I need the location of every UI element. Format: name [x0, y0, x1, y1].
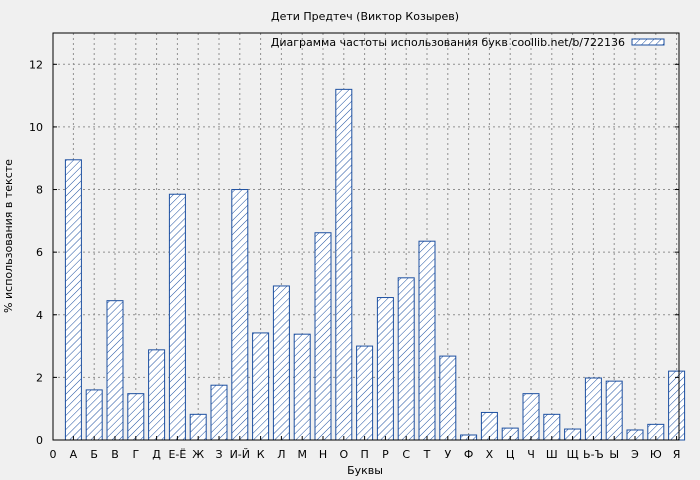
x-tick-label: Ы: [609, 448, 619, 461]
bar-29: [668, 370, 686, 441]
grid-lines: [53, 33, 679, 440]
bar-18: [439, 355, 457, 441]
plot-frame: [52, 32, 680, 441]
bar-13: [335, 88, 353, 441]
bar-2: [106, 300, 124, 441]
bar-20: [480, 411, 498, 441]
x-tick-label: Ж: [192, 448, 204, 461]
x-tick-label: А: [70, 448, 78, 461]
x-tick-label: Х: [486, 448, 494, 461]
bar-12: [314, 232, 332, 441]
bar-26: [605, 380, 623, 441]
x-tick-label: П: [360, 448, 368, 461]
bar-3: [127, 393, 145, 441]
y-tick-label: 2: [36, 371, 43, 384]
x-tick-label: О: [339, 448, 348, 461]
legend: Диаграмма частоты использования букв coo…: [271, 36, 665, 49]
x-tick-label: Ь-Ъ: [583, 448, 604, 461]
bar-10: [272, 285, 290, 441]
bar-14: [356, 345, 374, 441]
x-tick-label: Е-Ё: [168, 448, 186, 461]
x-tick-label: И-Й: [230, 448, 250, 461]
x-tick-label: Ш: [546, 448, 558, 461]
x-tick-label: Л: [277, 448, 285, 461]
x-tick-label: З: [215, 448, 222, 461]
bar-5: [168, 193, 186, 441]
bar-17: [418, 240, 436, 441]
x-tick-label: Я: [673, 448, 681, 461]
x-tick-label: Б: [90, 448, 98, 461]
y-axis-label: % использования в тексте: [2, 159, 15, 313]
bar-25: [584, 377, 602, 441]
x-tick-label: Т: [423, 448, 431, 461]
bar-11: [293, 333, 311, 441]
x-tick-label: Н: [319, 448, 327, 461]
y-tick-label: 12: [29, 58, 43, 71]
y-tick-label: 4: [36, 309, 43, 322]
legend-swatch: [631, 38, 665, 46]
y-tick-label: 0: [36, 434, 43, 447]
y-tick-label: 6: [36, 246, 43, 259]
x-origin-label: 0: [50, 448, 57, 461]
x-tick-label: Э: [631, 448, 639, 461]
x-tick-label: В: [111, 448, 119, 461]
x-tick-label: Ч: [527, 448, 535, 461]
bar-22: [522, 393, 540, 441]
bar-0: [64, 159, 82, 441]
x-tick-label: Р: [382, 448, 389, 461]
bar-8: [231, 189, 249, 441]
y-tick-label: 8: [36, 184, 43, 197]
bar-1: [85, 389, 103, 441]
x-tick-label: Ц: [506, 448, 515, 461]
x-tick-label: Г: [132, 448, 139, 461]
x-tick-label: Ф: [464, 448, 473, 461]
bar-4: [148, 349, 166, 441]
x-tick-label: У: [444, 448, 451, 461]
x-tick-label: С: [402, 448, 410, 461]
x-tick-label: Д: [152, 448, 161, 461]
x-axis-label: Буквы: [347, 464, 383, 477]
bars: [64, 88, 686, 441]
y-tick-label: 10: [29, 121, 43, 134]
x-tick-label: К: [257, 448, 265, 461]
bar-15: [376, 297, 394, 441]
x-tick-label: Ю: [650, 448, 662, 461]
bar-7: [210, 384, 228, 441]
bar-9: [252, 332, 270, 441]
chart-title: Дети Предтеч (Виктор Козырев): [271, 10, 459, 23]
x-tick-label: Щ: [567, 448, 579, 461]
legend-label: Диаграмма частоты использования букв coo…: [271, 36, 625, 49]
x-tick-label: М: [297, 448, 307, 461]
bar-16: [397, 277, 415, 441]
